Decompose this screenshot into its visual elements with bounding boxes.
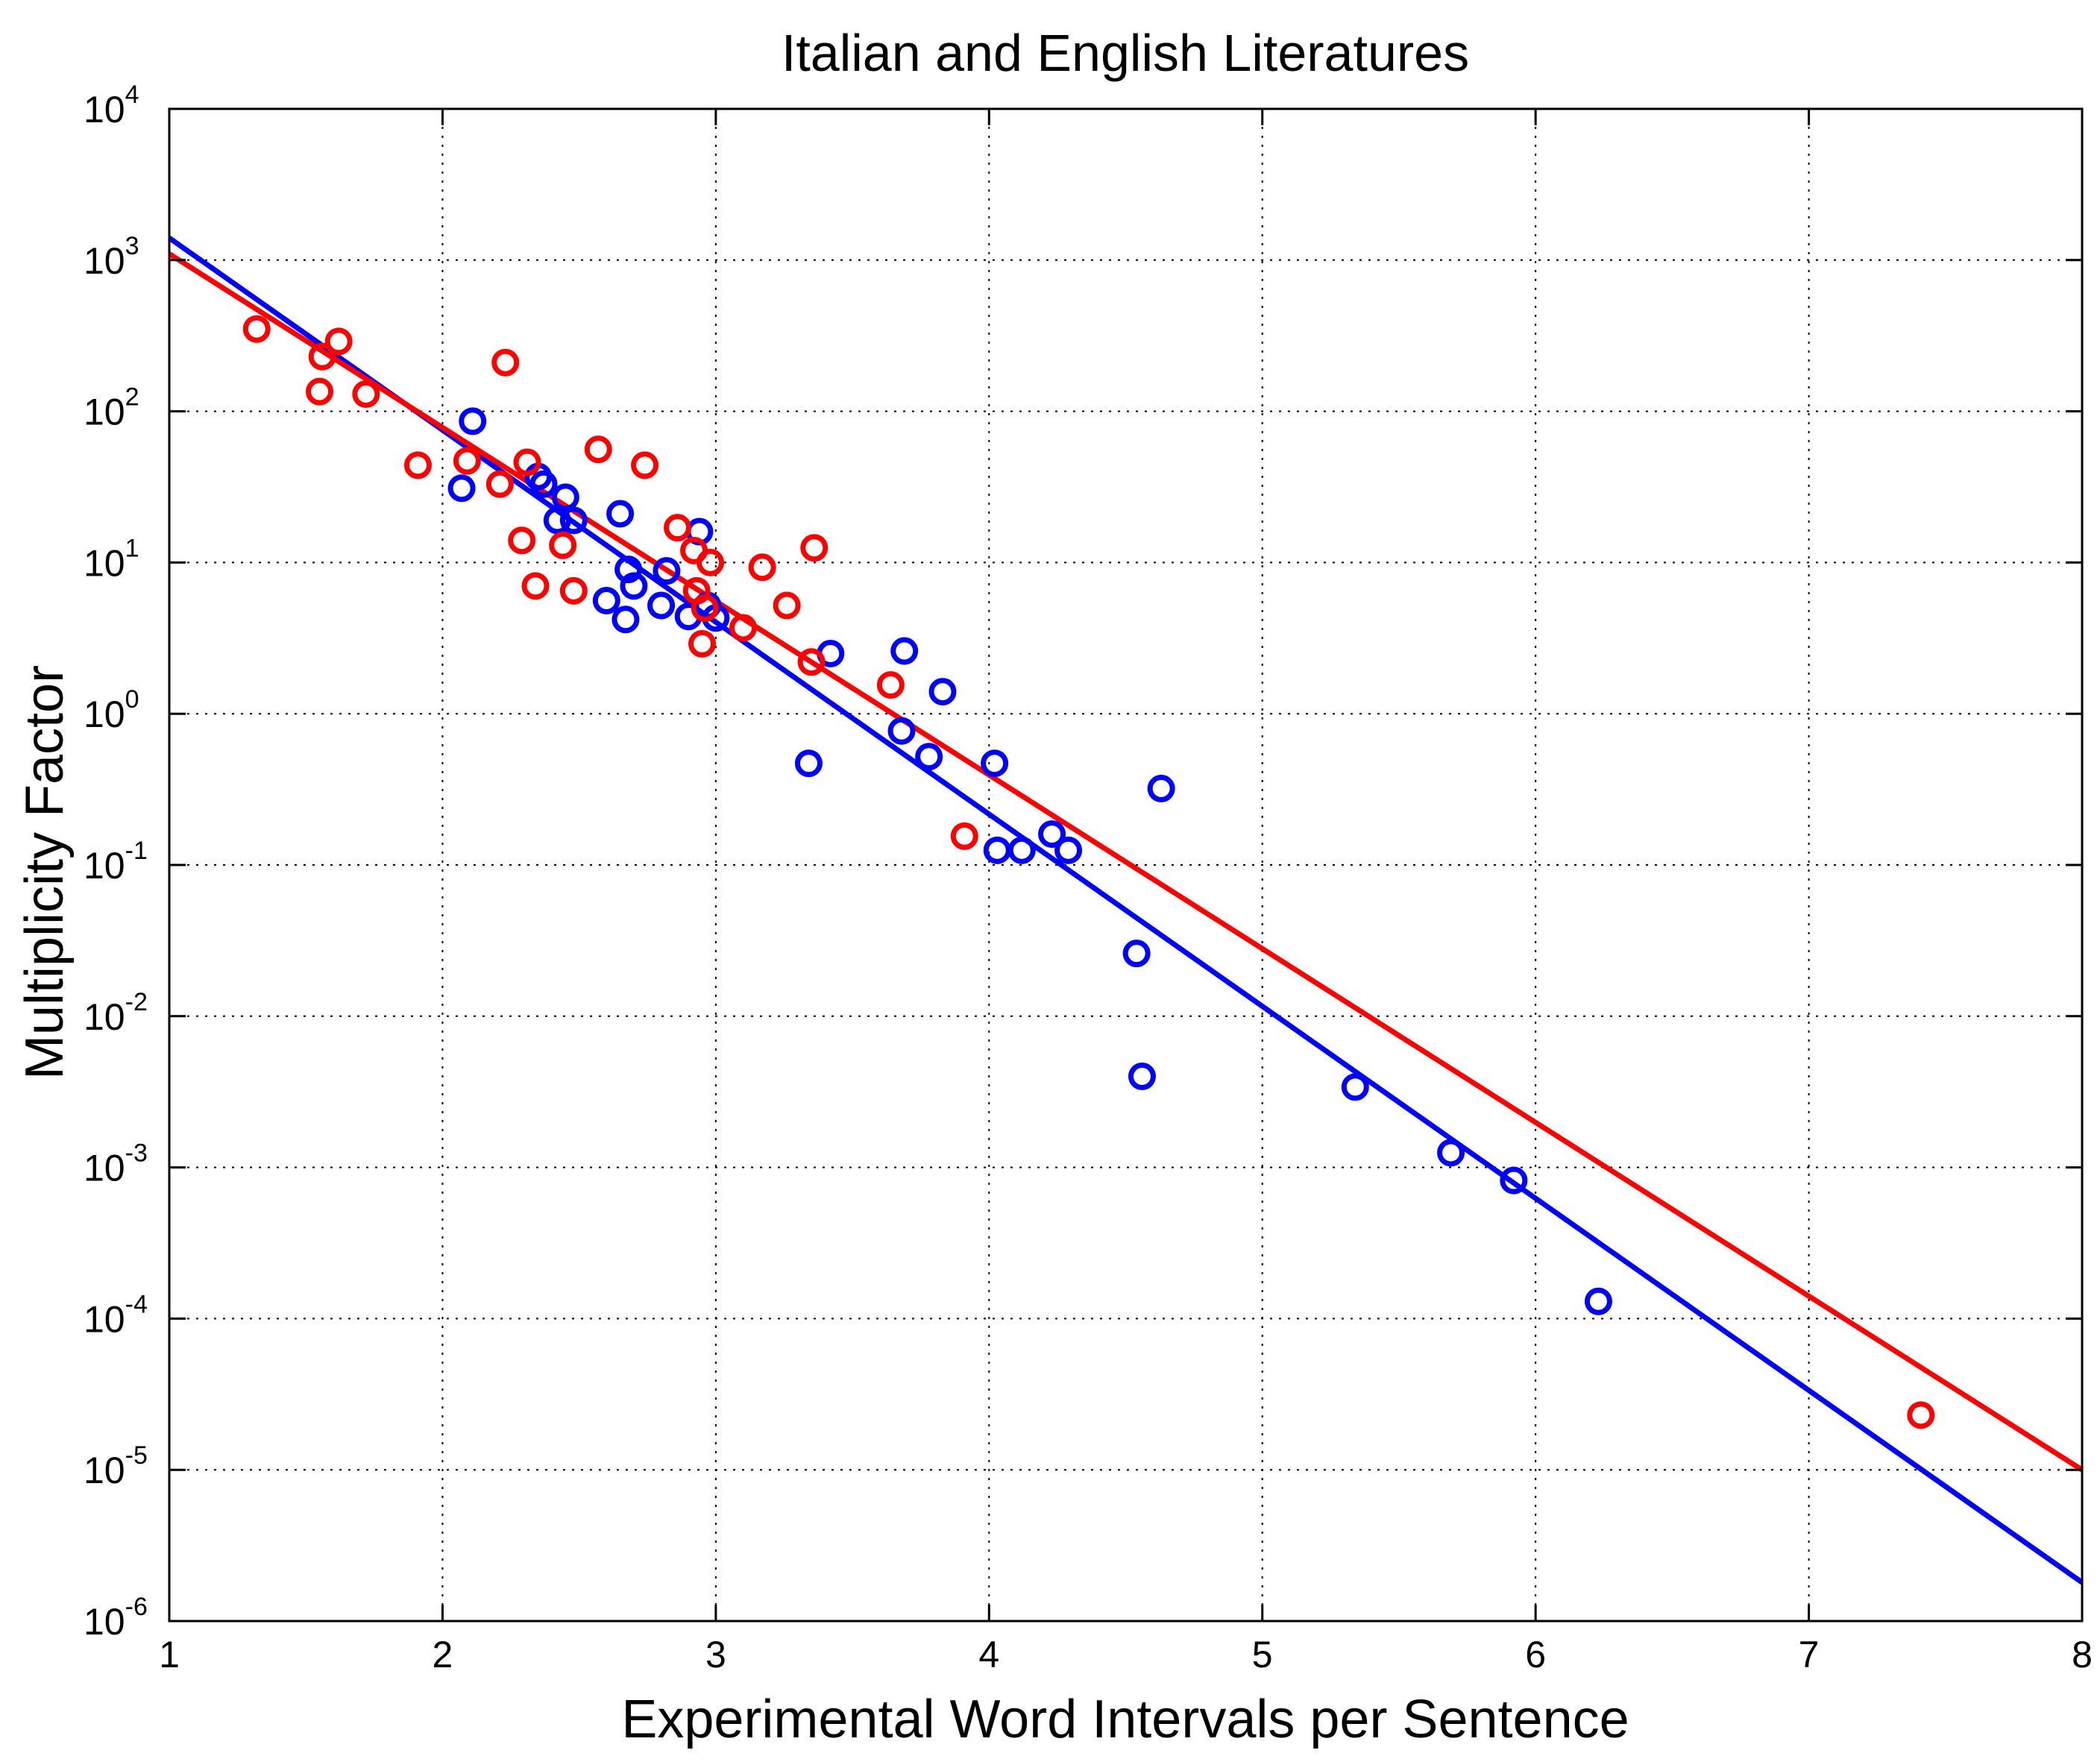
x-axis-label: Experimental Word Intervals per Sentence <box>621 1690 1629 1749</box>
data-point-series-2 <box>876 671 905 699</box>
data-point-series-1 <box>614 556 643 584</box>
y-axis-label: Multiplicity Factor <box>15 665 75 1080</box>
data-point-series-2 <box>324 327 353 356</box>
data-point-series-2 <box>748 553 776 582</box>
data-point-series-1 <box>606 500 635 528</box>
axis-ticks: 1 2 3 4 5 6 7 8 10-6 10-5 10-4 10-3 10-2 10-1 100 101 10… <box>84 81 2093 1675</box>
data-point-series-2 <box>513 448 541 476</box>
y-tick-label: 10-4 <box>84 1290 148 1340</box>
data-point-series-1 <box>1500 1166 1528 1195</box>
data-point-series-2 <box>242 315 271 343</box>
x-tick-label: 6 <box>1525 1634 1546 1675</box>
data-point-series-1 <box>1584 1287 1612 1315</box>
data-point-series-2 <box>508 526 536 555</box>
y-tick-label: 102 <box>84 383 139 433</box>
data-point-series-2 <box>549 531 577 559</box>
data-point-series-1 <box>1147 775 1175 803</box>
data-point-series-2 <box>664 514 692 542</box>
y-tick-label: 10-1 <box>84 837 148 887</box>
data-point-series-2 <box>352 380 380 408</box>
y-tick-label: 10-6 <box>84 1593 148 1643</box>
data-point-series-1 <box>459 407 487 435</box>
data-point-series-2 <box>1907 1401 1935 1429</box>
y-tick-label: 101 <box>84 534 139 584</box>
data-point-series-2 <box>559 576 588 605</box>
data-point-series-2 <box>491 348 520 377</box>
data-point-series-1 <box>928 678 957 706</box>
data-point-series-2 <box>729 614 757 642</box>
data-point-series-1 <box>559 506 588 535</box>
data-point-series-1 <box>915 743 943 771</box>
x-tick-label: 8 <box>2072 1634 2093 1675</box>
data-point-series-2 <box>688 629 717 658</box>
data-point-series-1 <box>1341 1073 1369 1101</box>
data-point-series-2 <box>691 594 719 622</box>
data-point-series-2 <box>584 435 612 464</box>
data-point-series-1 <box>447 474 476 503</box>
x-tick-label: 7 <box>1799 1634 1820 1675</box>
data-point-series-2 <box>697 548 725 576</box>
y-tick-label: 10-2 <box>84 988 148 1038</box>
data-points <box>242 315 1935 1429</box>
data-point-series-1 <box>551 483 579 512</box>
grid-lines <box>169 109 2082 1621</box>
data-point-series-1 <box>647 591 676 620</box>
data-point-series-1 <box>1437 1139 1465 1167</box>
fit-line-series-1 <box>167 236 2084 1585</box>
data-point-series-1 <box>543 506 571 535</box>
data-point-series-1 <box>981 749 1009 778</box>
y-tick-label: 10-5 <box>84 1441 148 1491</box>
data-point-series-1 <box>1007 836 1036 864</box>
data-point-series-1 <box>612 605 640 634</box>
data-point-series-2 <box>797 648 826 676</box>
data-point-series-1 <box>529 470 558 498</box>
data-point-series-2 <box>485 470 514 498</box>
data-point-series-1 <box>890 637 919 665</box>
data-point-series-2 <box>308 342 336 371</box>
data-point-series-1 <box>1054 836 1083 864</box>
fit-line-series-2 <box>168 251 2084 1473</box>
y-tick-label: 103 <box>84 232 139 282</box>
data-point-series-1 <box>794 749 823 778</box>
data-point-series-2 <box>800 534 829 562</box>
data-point-series-2 <box>306 377 334 406</box>
data-point-series-2 <box>950 822 978 850</box>
x-tick-label: 5 <box>1252 1634 1273 1675</box>
x-tick-label: 2 <box>433 1634 453 1675</box>
data-point-series-1 <box>653 557 681 585</box>
chart-title: Italian and English Literatures <box>782 24 1469 82</box>
data-point-series-1 <box>1128 1063 1156 1091</box>
data-point-series-2 <box>631 451 659 479</box>
data-point-series-1 <box>887 717 916 745</box>
data-point-series-1 <box>1038 820 1066 849</box>
y-tick-label: 104 <box>84 81 139 130</box>
data-point-series-2 <box>773 591 801 620</box>
x-tick-label: 3 <box>705 1634 726 1675</box>
y-tick-label: 100 <box>84 685 139 735</box>
fit-lines <box>167 236 2084 1585</box>
data-point-series-2 <box>403 451 432 479</box>
data-point-series-1 <box>592 586 620 614</box>
data-point-series-1 <box>620 572 648 600</box>
data-point-series-1 <box>1122 940 1151 968</box>
data-point-series-2 <box>453 447 481 475</box>
data-point-series-2 <box>521 572 550 600</box>
y-tick-label: 10-3 <box>84 1139 148 1189</box>
x-tick-label: 4 <box>978 1634 999 1675</box>
x-tick-label: 1 <box>159 1634 180 1675</box>
